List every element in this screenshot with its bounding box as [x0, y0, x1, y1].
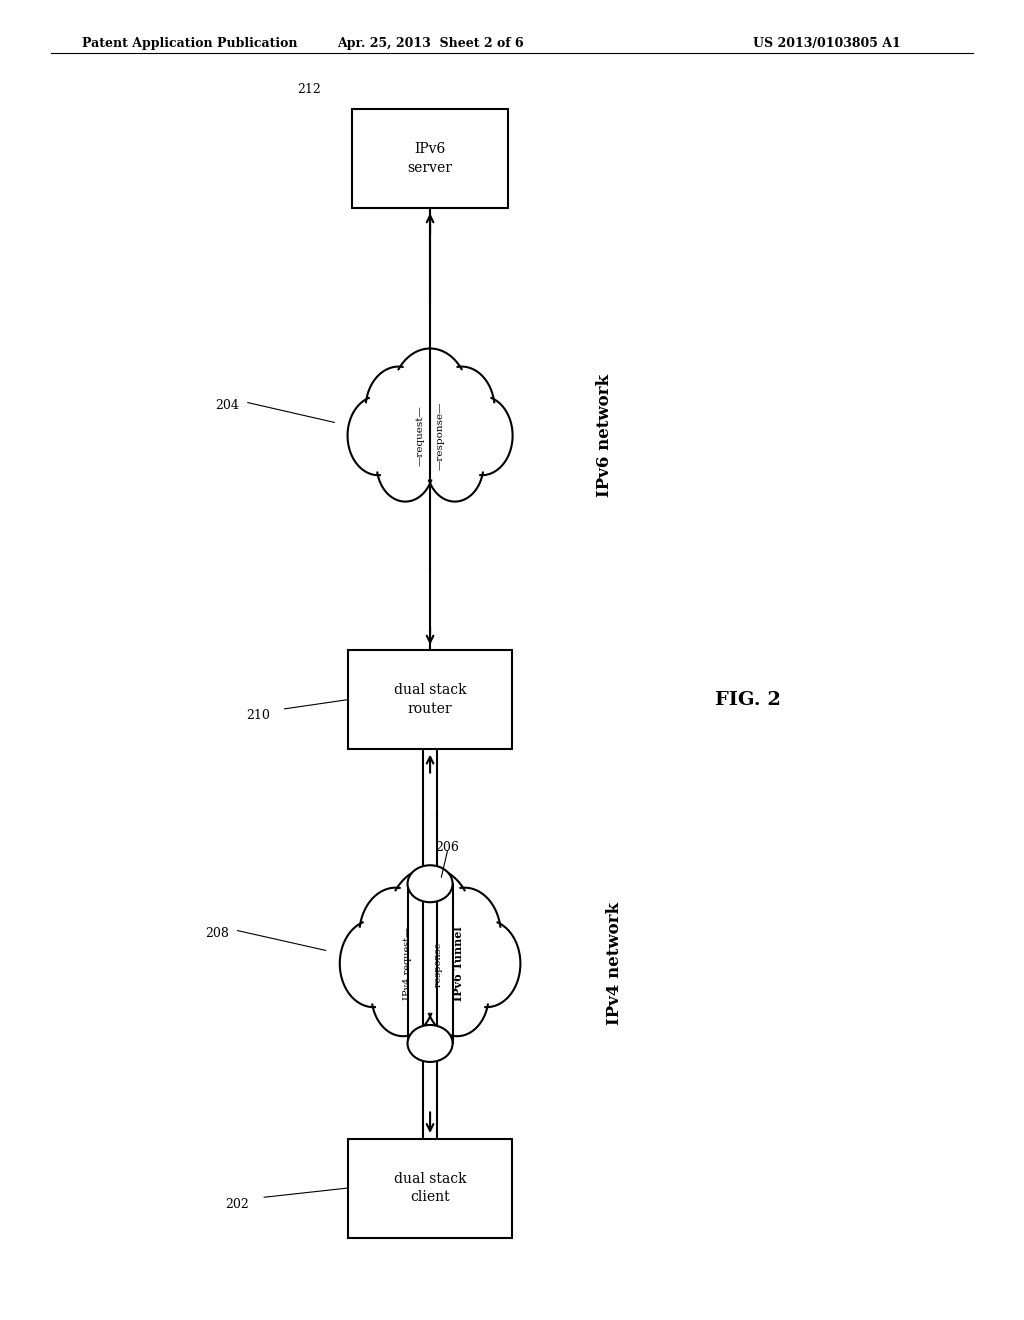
Circle shape [426, 428, 483, 502]
Text: 204: 204 [215, 399, 239, 412]
Text: dual stack
client: dual stack client [394, 1172, 466, 1204]
Text: 210: 210 [246, 709, 269, 722]
Text: IPv4 request—: IPv4 request— [403, 927, 412, 1001]
Text: Apr. 25, 2013  Sheet 2 of 6: Apr. 25, 2013 Sheet 2 of 6 [337, 37, 523, 50]
Circle shape [428, 887, 501, 982]
FancyBboxPatch shape [352, 110, 508, 207]
Text: 212: 212 [297, 83, 321, 96]
Circle shape [387, 867, 473, 978]
Circle shape [347, 396, 409, 475]
Circle shape [377, 428, 434, 502]
Text: dual stack
router: dual stack router [394, 684, 466, 715]
Circle shape [394, 389, 466, 482]
Circle shape [453, 920, 520, 1007]
Text: FIG. 2: FIG. 2 [715, 690, 780, 709]
Ellipse shape [408, 1024, 453, 1061]
FancyBboxPatch shape [348, 651, 512, 750]
Text: IPv6 network: IPv6 network [596, 374, 612, 498]
Circle shape [390, 913, 469, 1014]
Text: IPv6 Tunnel: IPv6 Tunnel [454, 927, 464, 1001]
Text: —response—: —response— [434, 932, 442, 995]
Text: —request—: —request— [416, 405, 424, 466]
Text: IPv6
server: IPv6 server [408, 143, 453, 174]
Text: IPv4 network: IPv4 network [606, 902, 623, 1026]
Circle shape [428, 367, 495, 451]
Circle shape [452, 396, 513, 475]
Text: 202: 202 [225, 1197, 249, 1210]
Circle shape [426, 954, 488, 1036]
Circle shape [359, 887, 432, 982]
Text: US 2013/0103805 A1: US 2013/0103805 A1 [754, 37, 901, 50]
Circle shape [366, 367, 432, 451]
Circle shape [391, 348, 469, 449]
Text: Patent Application Publication: Patent Application Publication [82, 37, 297, 50]
Text: 208: 208 [205, 927, 228, 940]
Circle shape [340, 920, 408, 1007]
FancyBboxPatch shape [348, 1138, 512, 1238]
Circle shape [372, 954, 434, 1036]
Text: —response—: —response— [436, 401, 444, 470]
Ellipse shape [408, 866, 453, 903]
Text: 206: 206 [435, 841, 459, 854]
